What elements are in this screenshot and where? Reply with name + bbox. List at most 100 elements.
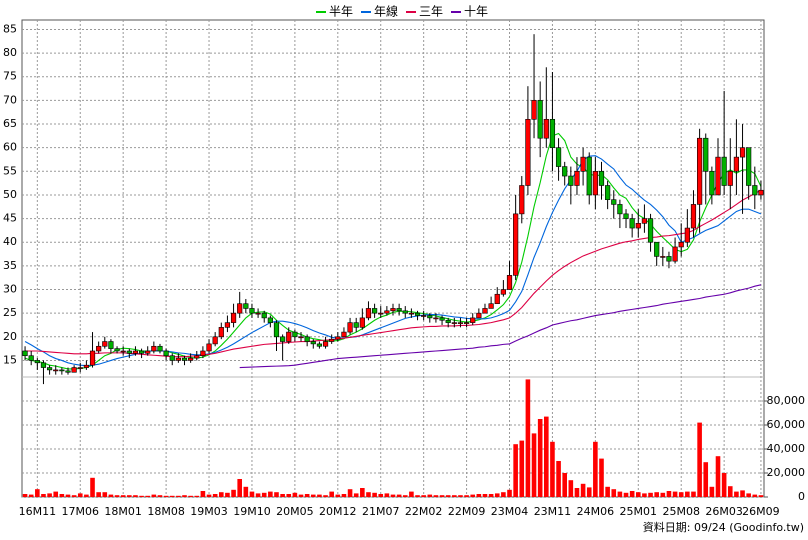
x-tick-label: 20M05 bbox=[276, 505, 314, 518]
volume-bar bbox=[574, 488, 580, 497]
volume-bar bbox=[586, 487, 592, 497]
volume-bar bbox=[648, 492, 653, 497]
candle-body bbox=[709, 171, 715, 196]
volume-bar bbox=[678, 492, 684, 497]
y2-tick-label: 60,000 bbox=[767, 418, 806, 431]
candle-body bbox=[34, 360, 40, 364]
volume-bar bbox=[384, 493, 390, 497]
volume-bar bbox=[556, 461, 561, 497]
volume-bar bbox=[476, 494, 482, 497]
volume-bar bbox=[439, 495, 445, 497]
y-tick-label: 40 bbox=[3, 235, 17, 248]
volume-bar bbox=[501, 492, 506, 497]
candle-body bbox=[476, 312, 482, 319]
legend-label: 十年 bbox=[464, 5, 488, 19]
x-tick-label: 24M06 bbox=[577, 505, 615, 518]
y-tick-label: 50 bbox=[3, 188, 17, 201]
candle-body bbox=[562, 166, 568, 177]
candle-body bbox=[53, 369, 59, 372]
candle-body bbox=[255, 312, 261, 315]
y-tick-label: 25 bbox=[3, 306, 17, 319]
volume-bar bbox=[758, 495, 764, 497]
volume-bar bbox=[77, 493, 83, 497]
volume-bar bbox=[176, 495, 181, 497]
candle-body bbox=[623, 213, 629, 219]
candle-body bbox=[457, 322, 464, 324]
candle-body bbox=[574, 171, 580, 186]
volume-bar bbox=[482, 494, 488, 497]
x-tick-label: 21M07 bbox=[362, 505, 400, 518]
volume-bar bbox=[740, 490, 745, 497]
volume-bar bbox=[544, 416, 549, 497]
volume-bar bbox=[605, 486, 610, 497]
y-tick-label: 55 bbox=[3, 164, 17, 177]
volume-bar bbox=[580, 483, 586, 497]
volume-bar bbox=[519, 440, 525, 497]
candle-body bbox=[89, 350, 96, 366]
volume-bar bbox=[157, 495, 163, 497]
volume-bar bbox=[617, 491, 623, 497]
volume-bar bbox=[71, 495, 77, 497]
volume-bar bbox=[53, 491, 59, 497]
candle-body bbox=[77, 367, 83, 369]
y2-tick-label: 0 bbox=[798, 490, 805, 503]
candle-body bbox=[145, 350, 151, 354]
candle-body bbox=[126, 350, 132, 354]
volume-bar bbox=[531, 433, 537, 497]
volume-bar bbox=[169, 495, 175, 497]
candle-body bbox=[617, 204, 623, 215]
volume-bar bbox=[200, 491, 206, 497]
candle-body bbox=[697, 137, 703, 205]
volume-bar bbox=[721, 473, 727, 497]
volume-bar bbox=[280, 494, 285, 497]
candle-body bbox=[286, 331, 292, 342]
volume-bar bbox=[28, 494, 34, 497]
volume-bar bbox=[182, 495, 187, 497]
candle-body bbox=[65, 370, 71, 373]
candle-body bbox=[157, 345, 163, 352]
candle-body bbox=[494, 293, 500, 305]
y-tick-label: 20 bbox=[3, 330, 17, 343]
candle-body bbox=[200, 350, 206, 357]
candle-body bbox=[335, 336, 341, 340]
y-tick-label: 75 bbox=[3, 70, 17, 83]
y-tick-label: 70 bbox=[3, 93, 17, 106]
candle-body bbox=[212, 336, 218, 345]
volume-bar bbox=[298, 494, 304, 497]
volume-bar bbox=[366, 492, 371, 497]
volume-bar bbox=[599, 458, 604, 497]
candle-body bbox=[592, 171, 598, 196]
candle-body bbox=[280, 336, 286, 342]
candle-body bbox=[752, 185, 758, 196]
volume-bar bbox=[427, 494, 433, 497]
volume-bar bbox=[611, 489, 617, 497]
volume-bar bbox=[41, 494, 46, 497]
x-tick-label: 20M12 bbox=[319, 505, 357, 518]
x-tick-label: 19M03 bbox=[190, 505, 228, 518]
volume-bar bbox=[261, 492, 267, 497]
x-tick-label: 23M04 bbox=[491, 505, 529, 518]
volume-bar bbox=[231, 489, 236, 497]
candle-body bbox=[513, 213, 519, 276]
candle-body bbox=[108, 341, 114, 349]
volume-bar bbox=[151, 494, 157, 497]
candle-body bbox=[298, 336, 304, 339]
volume-bar bbox=[494, 493, 500, 497]
volume-bar bbox=[452, 495, 457, 497]
candle-body bbox=[341, 331, 347, 338]
candle-body bbox=[500, 289, 506, 295]
volume-bar bbox=[274, 492, 279, 497]
volume-bar bbox=[685, 491, 690, 497]
candle-body bbox=[531, 100, 537, 120]
x-tick-label: 16M11 bbox=[19, 505, 57, 518]
volume-bar bbox=[96, 492, 101, 497]
volume-bar bbox=[715, 456, 721, 497]
volume-bar bbox=[691, 491, 696, 497]
volume-bar bbox=[488, 494, 494, 497]
candle-body bbox=[463, 322, 470, 324]
candle-body bbox=[482, 308, 488, 314]
candle-body bbox=[102, 341, 108, 347]
legend-label: 年線 bbox=[374, 4, 398, 19]
volume-bar bbox=[445, 495, 451, 497]
